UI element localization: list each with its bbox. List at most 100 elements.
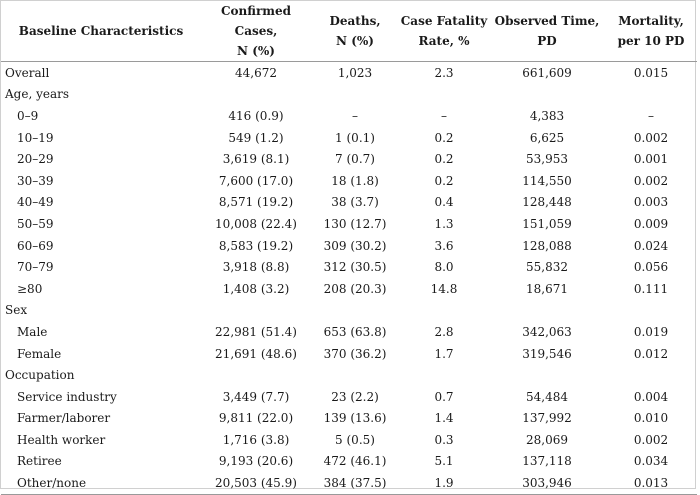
- table-cell: 3,619 (8.1): [222, 152, 290, 167]
- table-cell: 3,918 (8.8): [222, 260, 290, 275]
- table-cell: [399, 300, 489, 322]
- table-cell: 14.8: [430, 281, 458, 296]
- table-cell: 53,953: [526, 152, 568, 167]
- header-text: Observed Time,: [494, 14, 600, 28]
- table-cell: 384 (37.5): [311, 472, 399, 495]
- row-label: Male: [17, 324, 48, 339]
- header-baseline-characteristics: Baseline Characteristics: [1, 1, 201, 62]
- header-mortality: Mortality, per 10 PD: [605, 1, 697, 62]
- table-cell: 8.0: [434, 260, 454, 275]
- row-label: Retiree: [17, 454, 62, 469]
- table-cell: 0.009: [633, 216, 669, 231]
- table-cell: 0.111: [633, 281, 669, 296]
- table-cell: 18,671: [526, 281, 568, 296]
- table-cell: 8,583 (19.2): [218, 238, 294, 253]
- table-cell: 5.1: [434, 454, 454, 469]
- table-cell: 0.034: [633, 454, 669, 469]
- header-text: Baseline Characteristics: [18, 24, 184, 38]
- table-cell: 208 (20.3): [323, 281, 387, 296]
- table-cell: 0.4: [434, 195, 454, 210]
- row-label: 20–29: [17, 152, 54, 167]
- table-row: Service industry 3,449 (7.7) 23 (2.2) 0.7 54…: [1, 386, 697, 408]
- table-cell: 309 (30.2): [323, 238, 387, 253]
- table-cell: 7,600 (17.0): [218, 173, 294, 188]
- row-label: Service industry: [17, 389, 117, 404]
- table-cell: 2.3: [434, 65, 454, 80]
- table-cell: 139 (13.6): [323, 411, 387, 426]
- table-cell: 1.7: [434, 346, 454, 361]
- table-cell: [605, 300, 697, 322]
- table-row: Overall 44,672 1,023 2.3 661,609 0.015: [1, 62, 697, 84]
- header-text: Confirmed Cases,: [220, 4, 292, 38]
- table-cell: 1 (0.1): [335, 130, 375, 145]
- table-cell: [201, 364, 311, 386]
- table-cell: 23 (2.2): [331, 389, 379, 404]
- table-cell: 10,008 (22.4): [215, 216, 297, 231]
- table-cell: 9,193 (20.6): [218, 454, 294, 469]
- table-cell: 21,691 (48.6): [215, 346, 297, 361]
- table-cell: 0.056: [633, 260, 669, 275]
- table-cell: 661,609: [522, 65, 572, 80]
- table-cell: 128,448: [522, 195, 572, 210]
- table-cell: 4,383: [529, 108, 565, 123]
- table-cell: –: [648, 108, 654, 123]
- table-cell: 0.003: [633, 195, 669, 210]
- table-cell: 22,981 (51.4): [215, 324, 297, 339]
- table-row: 70–79 3,918 (8.8) 312 (30.5) 8.0 55,832 0.056: [1, 256, 697, 278]
- group-header-row: Age, years: [1, 84, 697, 106]
- table-cell: [201, 300, 311, 322]
- row-label: 60–69: [17, 238, 54, 253]
- row-label: Other/none: [1, 472, 201, 495]
- row-label: Female: [17, 346, 62, 361]
- table-cell: [489, 84, 605, 106]
- table-cell: –: [352, 108, 358, 123]
- table-cell: 7 (0.7): [335, 152, 375, 167]
- table-cell: 9,811 (22.0): [218, 411, 294, 426]
- table-cell: 549 (1.2): [228, 130, 284, 145]
- table-cell: [311, 84, 399, 106]
- table-row: 50–59 10,008 (22.4) 130 (12.7) 1.3 151,059 0.…: [1, 213, 697, 235]
- row-label: Health worker: [17, 432, 106, 447]
- table-cell: [605, 364, 697, 386]
- table-row: Retiree 9,193 (20.6) 472 (46.1) 5.1 137,118 0…: [1, 451, 697, 473]
- table-cell: 5 (0.5): [335, 432, 375, 447]
- table-row: 40–49 8,571 (19.2) 38 (3.7) 0.4 128,448 0.003: [1, 192, 697, 214]
- header-row: Baseline Characteristics Confirmed Cases…: [1, 1, 697, 62]
- table-cell: 0.2: [434, 130, 454, 145]
- table-cell: 137,992: [522, 411, 572, 426]
- table-cell: 1,408 (3.2): [222, 281, 290, 296]
- header-text: Deaths,: [329, 14, 381, 28]
- group-label: Occupation: [5, 368, 75, 383]
- row-label: 70–79: [17, 260, 54, 275]
- table-cell: –: [441, 108, 447, 123]
- table-row: Farmer/laborer 9,811 (22.0) 139 (13.6) 1.4 1…: [1, 408, 697, 430]
- header-text: PD: [537, 34, 557, 48]
- group-label: Age, years: [5, 87, 70, 102]
- table-cell: 0.2: [434, 173, 454, 188]
- header-text: per 10 PD: [617, 34, 685, 48]
- table-cell: [489, 300, 605, 322]
- table-row: 20–29 3,619 (8.1) 7 (0.7) 0.2 53,953 0.001: [1, 148, 697, 170]
- table-cell: 0.015: [633, 65, 669, 80]
- table-cell: 0.004: [633, 389, 669, 404]
- table-cell: 653 (63.8): [323, 324, 387, 339]
- table-cell: 1,716 (3.8): [222, 432, 290, 447]
- table-cell: 1.4: [434, 411, 454, 426]
- table-cell: 0.013: [605, 472, 697, 495]
- table-cell: 128,088: [522, 238, 572, 253]
- table-cell: 3,449 (7.7): [222, 389, 290, 404]
- table-cell: 0.3: [434, 432, 454, 447]
- table-cell: 319,546: [522, 346, 572, 361]
- table-cell: 0.7: [434, 389, 454, 404]
- table-cell: 137,118: [522, 454, 572, 469]
- header-text: Rate, %: [418, 34, 470, 48]
- header-confirmed-cases: Confirmed Cases, N (%): [201, 1, 311, 62]
- table-body: Overall 44,672 1,023 2.3 661,609 0.015 Age, ye…: [1, 62, 697, 495]
- table-row: 30–39 7,600 (17.0) 18 (1.8) 0.2 114,550 0.002: [1, 170, 697, 192]
- table-cell: [605, 84, 697, 106]
- header-text: N (%): [336, 34, 374, 48]
- table-cell: 312 (30.5): [323, 260, 387, 275]
- table-cell: 416 (0.9): [228, 108, 284, 123]
- table-cell: 0.012: [633, 346, 669, 361]
